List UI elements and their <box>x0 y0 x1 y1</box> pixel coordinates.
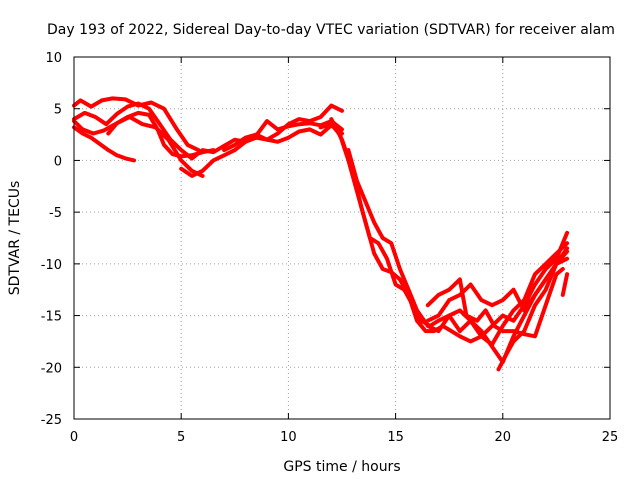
series-line-sat-l <box>425 256 570 323</box>
series-line-sat-d <box>72 125 136 163</box>
series-line-sat-n <box>496 249 570 372</box>
series-line-sat-o <box>560 272 570 297</box>
y-tick-label: 5 <box>54 103 62 118</box>
y-tick-label: -15 <box>41 310 62 325</box>
y-tick-label: -20 <box>41 361 62 376</box>
y-tick-label: 0 <box>54 154 62 169</box>
x-tick-label: 20 <box>495 430 512 445</box>
x-tick-label: 10 <box>280 430 297 445</box>
series-line-sat-f <box>179 119 344 178</box>
x-tick-label: 0 <box>70 430 78 445</box>
y-tick-label: -25 <box>41 413 62 428</box>
series-line-sat-j <box>329 117 570 347</box>
series-line-sat-c <box>72 115 205 178</box>
series-line-sat-m <box>425 267 565 339</box>
x-tick-label: 25 <box>602 430 619 445</box>
x-axis-title: GPS time / hours <box>283 459 400 475</box>
series-layer <box>72 96 570 372</box>
y-axis-title: SDTVAR / TECUs <box>7 181 23 296</box>
plot-frame <box>73 56 611 420</box>
y-tick-label: -10 <box>41 258 62 273</box>
chart-title: Day 193 of 2022, Sidereal Day-to-day VTE… <box>47 22 615 38</box>
y-tick-label: 10 <box>45 51 62 66</box>
series-line-sat-b <box>72 96 201 153</box>
axis-ticks: 0 5 10 15 20 25 -25 -20 -15 -10 -5 0 5 10 <box>41 51 619 445</box>
series-line-sat-h <box>222 123 344 153</box>
x-tick-label: 15 <box>387 430 404 445</box>
y-tick-label: -5 <box>49 206 62 221</box>
x-tick-label: 5 <box>177 430 185 445</box>
